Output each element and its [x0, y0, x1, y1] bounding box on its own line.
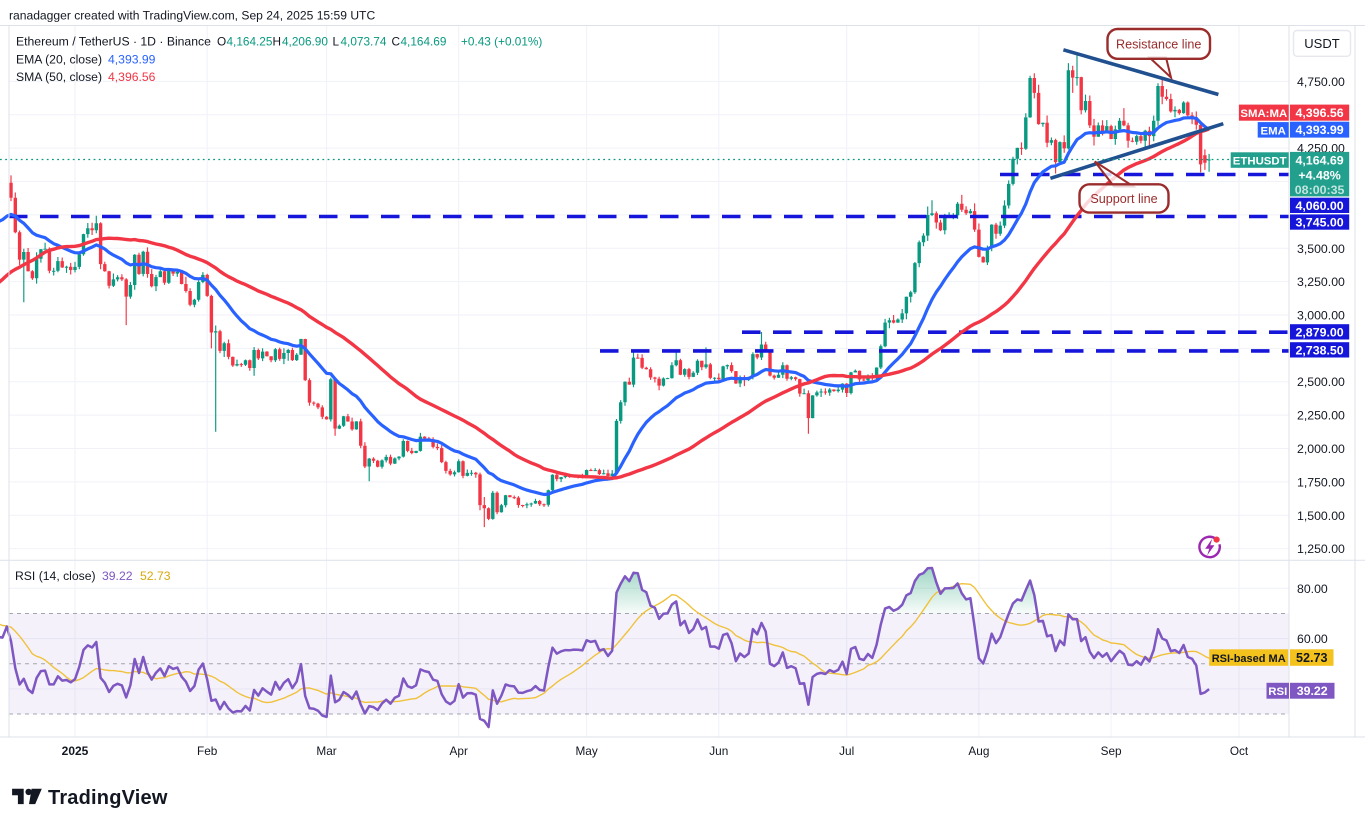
- svg-text:1,750.00: 1,750.00: [1297, 475, 1345, 489]
- svg-text:Jun: Jun: [709, 744, 728, 758]
- svg-text:4,164.69: 4,164.69: [1295, 154, 1343, 168]
- svg-text:39.22: 39.22: [1297, 684, 1328, 698]
- svg-text:2,000.00: 2,000.00: [1297, 442, 1345, 456]
- svg-text:Feb: Feb: [197, 744, 218, 758]
- svg-text:60.00: 60.00: [1297, 632, 1328, 646]
- svg-text:3,500.00: 3,500.00: [1297, 242, 1345, 256]
- svg-text:1,500.00: 1,500.00: [1297, 509, 1345, 523]
- svg-text:2,738.50: 2,738.50: [1295, 343, 1343, 357]
- svg-text:2,500.00: 2,500.00: [1297, 375, 1345, 389]
- svg-text:Aug: Aug: [968, 744, 989, 758]
- svg-text:Jul: Jul: [839, 744, 854, 758]
- svg-text:Ethereum / TetherUS · 1D · Bin: Ethereum / TetherUS · 1D · Binance: [16, 35, 211, 49]
- svg-text:3,000.00: 3,000.00: [1297, 309, 1345, 323]
- svg-text:4,393.99: 4,393.99: [1295, 123, 1343, 137]
- svg-text:3,250.00: 3,250.00: [1297, 275, 1345, 289]
- svg-text:52.73: 52.73: [1296, 651, 1328, 665]
- svg-text:TradingView: TradingView: [48, 787, 168, 809]
- svg-text:4,060.00: 4,060.00: [1295, 199, 1343, 213]
- svg-text:Resistance line: Resistance line: [1116, 37, 1201, 51]
- svg-text:2,250.00: 2,250.00: [1297, 409, 1345, 423]
- svg-text:May: May: [575, 744, 597, 758]
- svg-text:4,396.56: 4,396.56: [1295, 106, 1343, 120]
- svg-text:USDT: USDT: [1304, 36, 1339, 51]
- svg-text:RSI-based MA: RSI-based MA: [1212, 653, 1286, 665]
- svg-text:Sep: Sep: [1101, 744, 1122, 758]
- svg-text:Support line: Support line: [1090, 192, 1157, 206]
- svg-text:+4.48%: +4.48%: [1298, 168, 1340, 182]
- svg-text:1,250.00: 1,250.00: [1297, 542, 1345, 556]
- svg-text:4,750.00: 4,750.00: [1297, 75, 1345, 89]
- svg-text:08:00:35: 08:00:35: [1295, 183, 1345, 197]
- svg-text:80.00: 80.00: [1297, 582, 1328, 596]
- svg-text:2,879.00: 2,879.00: [1295, 325, 1343, 339]
- svg-text:Oct: Oct: [1230, 744, 1249, 758]
- svg-text:Apr: Apr: [450, 744, 468, 758]
- svg-text:EMA: EMA: [1261, 125, 1286, 137]
- svg-text:RSI: RSI: [1268, 686, 1287, 698]
- svg-text:ETHUSDT: ETHUSDT: [1233, 156, 1287, 168]
- svg-text:SMA:MA: SMA:MA: [1240, 108, 1287, 120]
- svg-text:SMA (50, close) 4,396.56: SMA (50, close) 4,396.56: [16, 70, 156, 84]
- svg-text:EMA (20, close) 4,393.99: EMA (20, close) 4,393.99: [16, 53, 156, 67]
- svg-text:ranadagger created with Tradin: ranadagger created with TradingView.com,…: [9, 9, 375, 23]
- svg-text:Mar: Mar: [316, 744, 336, 758]
- svg-text:3,745.00: 3,745.00: [1295, 216, 1343, 230]
- svg-text:2025: 2025: [62, 744, 89, 758]
